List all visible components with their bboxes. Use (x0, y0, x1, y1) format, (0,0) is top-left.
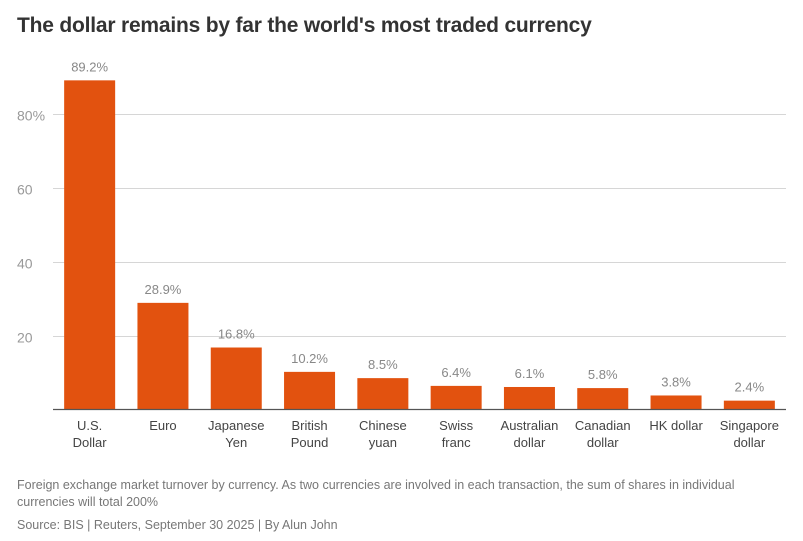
y-tick-label: 40 (17, 256, 33, 272)
x-axis-label-line: HK dollar (649, 418, 703, 433)
data-label: 5.8% (588, 367, 618, 382)
bar-chart: 20 40 60 80% 89.2% 28.9% 16.8% 10.2% 8.5% 6.4% 6.… (17, 59, 786, 450)
data-label: 8.5% (368, 357, 398, 372)
y-tick-label: 20 (17, 330, 33, 346)
x-axis-label-line: dollar (733, 435, 765, 450)
data-label: 28.9% (145, 282, 182, 297)
x-axis-label: British Pound (291, 418, 329, 450)
y-tick-label: 60 (17, 182, 33, 198)
chart-title: The dollar remains by far the world's mo… (17, 14, 592, 37)
data-label: 6.1% (515, 366, 545, 381)
x-axis-labels: U.S. Dollar Euro Japanese Yen British Pound Chi… (73, 418, 779, 450)
y-axis-tick-labels: 20 40 60 80% (17, 108, 45, 346)
x-axis-label: Japanese Yen (208, 418, 264, 450)
data-label: 2.4% (735, 380, 765, 395)
x-axis-label: Canadian dollar (575, 418, 631, 450)
x-axis-label: Swiss franc (439, 418, 473, 450)
bar (430, 385, 482, 410)
x-axis-label-line: franc (442, 435, 471, 450)
data-label: 16.8% (218, 327, 255, 342)
x-axis-label-line: Singapore (720, 418, 779, 433)
x-axis-label-line: Australian (501, 418, 559, 433)
x-axis-label-line: U.S. (77, 418, 102, 433)
x-axis-label-line: Euro (149, 418, 176, 433)
x-axis-label: HK dollar (649, 418, 703, 433)
x-axis-label-line: Chinese (359, 418, 407, 433)
x-axis-label: Australian dollar (501, 418, 559, 450)
chart-note: Foreign exchange market turnover by curr… (17, 478, 735, 509)
data-label: 10.2% (291, 351, 328, 366)
x-axis-label-line: Japanese (208, 418, 264, 433)
x-axis-label-line: dollar (587, 435, 619, 450)
bar (503, 386, 555, 410)
x-axis-label-line: dollar (514, 435, 546, 450)
x-axis-label-line: Pound (291, 435, 329, 450)
bar (210, 347, 262, 410)
x-axis-label-line: Yen (225, 435, 247, 450)
data-label: 89.2% (71, 59, 108, 74)
chart-source: Source: BIS | Reuters, September 30 2025… (17, 518, 338, 532)
bar (577, 388, 629, 410)
bar (284, 371, 336, 410)
x-axis-label: U.S. Dollar (73, 418, 108, 450)
bar (357, 378, 409, 410)
y-tick-label: 80% (17, 108, 45, 124)
x-axis-label-line: Dollar (73, 435, 108, 450)
data-labels: 89.2% 28.9% 16.8% 10.2% 8.5% 6.4% 6.1% 5.8% 3.8%… (71, 59, 764, 394)
bar (137, 302, 189, 410)
data-label: 6.4% (441, 365, 471, 380)
x-axis-label: Chinese yuan (359, 418, 407, 450)
x-axis-label-line: Canadian (575, 418, 631, 433)
data-label: 3.8% (661, 374, 691, 389)
x-axis-label-line: Swiss (439, 418, 473, 433)
bars (64, 80, 775, 410)
bar (723, 400, 775, 410)
x-axis-label-line: yuan (369, 435, 397, 450)
x-axis-label: Singapore dollar (720, 418, 779, 450)
bar (650, 395, 702, 410)
x-axis-label-line: British (291, 418, 327, 433)
x-axis-label: Euro (149, 418, 176, 433)
bar (64, 80, 116, 410)
